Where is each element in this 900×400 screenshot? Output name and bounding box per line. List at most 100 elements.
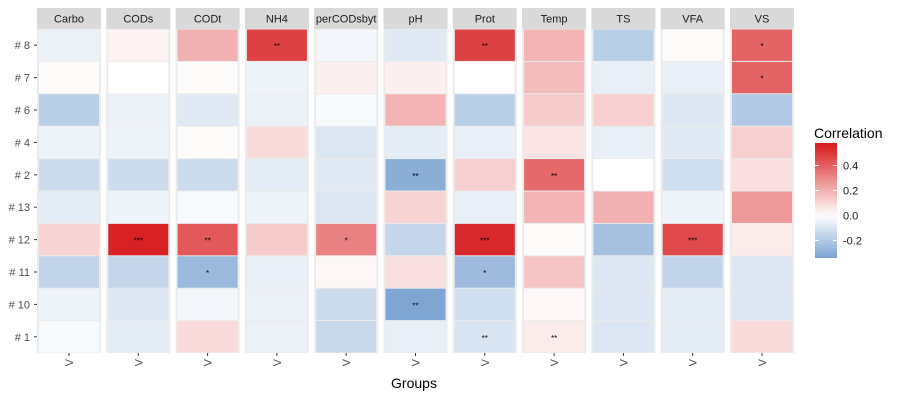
y-tick-label: # 7: [15, 73, 30, 85]
facet-label: pH: [408, 14, 422, 26]
heatmap-cell: [246, 61, 307, 94]
significance-label: **: [412, 301, 418, 310]
heatmap-cell: [732, 61, 792, 94]
y-tick-label: # 4: [15, 137, 30, 149]
facet-strip: [106, 8, 171, 29]
facet-panel-nh4: NH4 ** V: [244, 8, 309, 366]
heatmap-cell: [524, 288, 585, 321]
color-legend: Correlation 0.4 0.2 0.0 -0.2: [814, 125, 882, 258]
x-tick-label: V: [480, 358, 492, 366]
heatmap-cell: [246, 29, 307, 61]
facet-strip: [37, 8, 101, 29]
heatmap-cell: [732, 29, 792, 61]
heatmap-cell: [454, 288, 515, 321]
heatmap-cell: [39, 94, 99, 126]
heatmap-cell: [662, 321, 723, 353]
heatmap-cell: [524, 126, 585, 159]
heatmap-cell: [177, 159, 238, 191]
heatmap-cell: [593, 191, 654, 223]
heatmap-cell: [524, 61, 585, 94]
heatmap-cell: [385, 321, 446, 353]
heatmap-cell: [316, 61, 377, 94]
heatmap-cell: [593, 126, 654, 159]
heatmap-cell: [593, 223, 654, 256]
significance-label: **: [482, 334, 488, 343]
heatmap-cell: [454, 29, 515, 61]
heatmap-cell: [246, 126, 307, 159]
heatmap-cell: [39, 191, 99, 223]
legend-colorbar: [815, 143, 837, 258]
heatmap-cell: [524, 256, 585, 288]
heatmap-cell: [385, 126, 446, 159]
heatmap-cell: [246, 223, 307, 256]
heatmap-cell: [39, 223, 99, 256]
x-tick-label: V: [341, 358, 353, 366]
heatmap-cell: [662, 256, 723, 288]
significance-label: *: [760, 75, 763, 84]
significance-label: *: [206, 269, 209, 278]
legend-tick-label: 0.0: [843, 211, 858, 223]
x-tick-label: V: [133, 358, 145, 366]
facet-strip: [244, 8, 309, 29]
facet-panel-carbo: Carbo V: [37, 8, 101, 366]
heatmap-cell: [246, 321, 307, 353]
heatmap-cell: [662, 94, 723, 126]
heatmap-cell: [732, 288, 792, 321]
heatmap-cell: [39, 61, 99, 94]
facet-label: Prot: [475, 14, 495, 26]
heatmap-cell: [524, 321, 585, 353]
heatmap-cell: [316, 126, 377, 159]
facet-label: VFA: [682, 14, 703, 26]
y-tick-label: # 12: [9, 235, 30, 247]
heatmap-cell: [454, 321, 515, 353]
significance-label: ***: [134, 237, 143, 246]
facet-label: Carbo: [54, 14, 84, 26]
legend-tick-label: -0.2: [843, 236, 862, 248]
heatmap-cell: [662, 223, 723, 256]
y-tick-label: # 2: [15, 170, 30, 182]
heatmap-cell: [246, 94, 307, 126]
heatmap-cell: [246, 159, 307, 191]
facet-panel-codt: CODt***V: [175, 8, 240, 366]
heatmap-cell: [39, 159, 99, 191]
y-tick-label: # 8: [15, 40, 30, 52]
legend-ticks: 0.4 0.2 0.0 -0.2: [815, 161, 862, 248]
facet-strip: [522, 8, 587, 29]
heatmap-cell: [108, 94, 169, 126]
heatmap-cell: [385, 223, 446, 256]
significance-label: *: [345, 237, 348, 246]
y-tick-label: # 6: [15, 105, 30, 117]
facet-panel-ts: TS V: [591, 8, 656, 366]
heatmap-cell: [316, 288, 377, 321]
heatmap-cell: [108, 191, 169, 223]
heatmap-cell: [524, 191, 585, 223]
heatmap-cell: [246, 256, 307, 288]
heatmap-cell: [524, 223, 585, 256]
heatmap-cell: [732, 223, 792, 256]
heatmap-cell: [108, 61, 169, 94]
facet-label: TS: [616, 14, 630, 26]
heatmap-cell: [177, 191, 238, 223]
heatmap-cell: [593, 94, 654, 126]
heatmap-cell: [108, 223, 169, 256]
x-tick-label: V: [64, 358, 76, 366]
facet-strip: [314, 8, 379, 29]
heatmap-cell: [316, 191, 377, 223]
facet-panel-vfa: VFA *** V: [660, 8, 725, 366]
heatmap-cell: [524, 94, 585, 126]
heatmap-cell: [454, 256, 515, 288]
heatmap-cell: [662, 288, 723, 321]
facet-strip: [591, 8, 656, 29]
x-tick-label: V: [757, 358, 769, 366]
x-tick-label: V: [688, 358, 700, 366]
facet-panel-percodsbyt: perCODsbyt * V: [314, 8, 379, 366]
heatmap-cell: [524, 29, 585, 61]
heatmap-cell: [454, 223, 515, 256]
heatmap-cell: [39, 256, 99, 288]
facet-panel-temp: Temp ** ** V: [522, 8, 587, 366]
facet-panel-cods: CODs *** V: [106, 8, 171, 366]
x-axis-label: Groups: [391, 375, 437, 391]
heatmap-cell: [593, 321, 654, 353]
facet-strip: [660, 8, 725, 29]
